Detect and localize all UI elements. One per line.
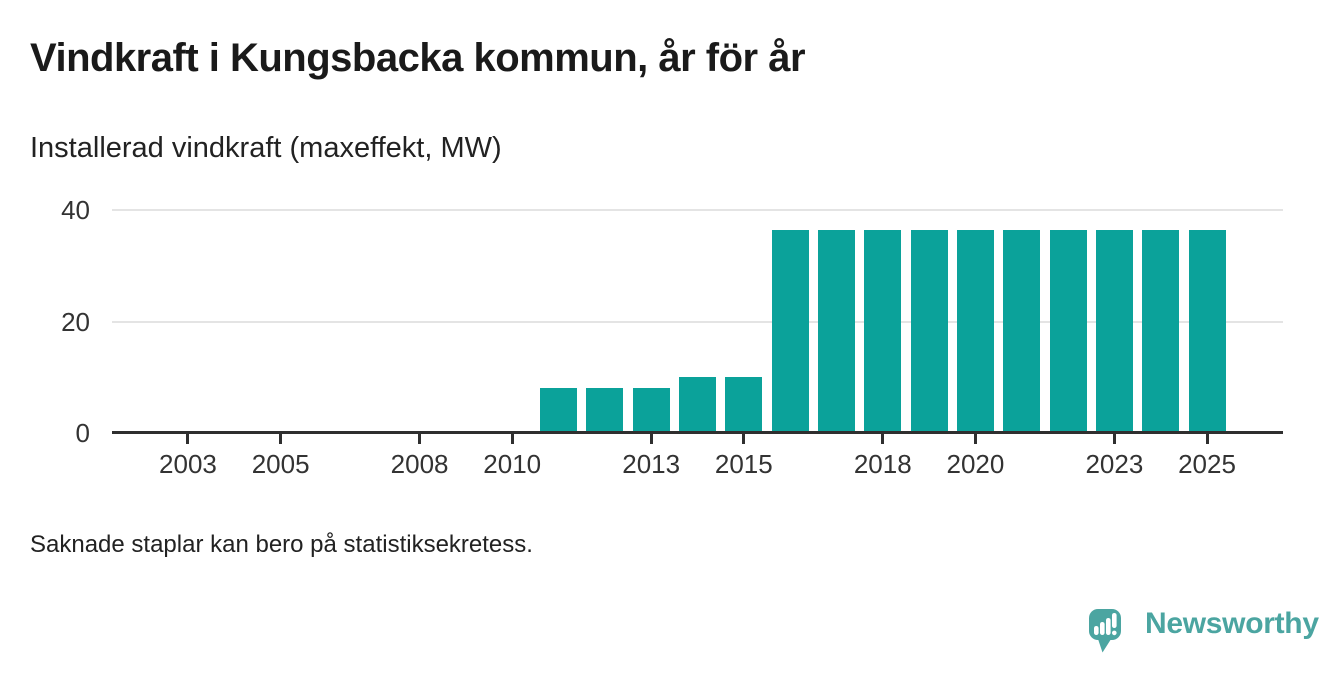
x-tick-2013: [649, 434, 653, 444]
bar-2021: [1003, 229, 1041, 433]
x-axis-label-2020: 2020: [946, 449, 1005, 479]
footnote: Saknade staplar kan bero på statistiksek…: [30, 531, 533, 558]
bar-2016: [771, 229, 809, 433]
bar-2022: [1049, 229, 1087, 433]
bar-2024: [1142, 229, 1180, 433]
x-axis-label-2025: 2025: [1178, 449, 1236, 479]
x-tick-2010: [510, 434, 514, 444]
bar-2018: [864, 229, 902, 433]
x-tick-2025: [1205, 434, 1209, 444]
brand-name: Newsworthy: [1145, 607, 1319, 640]
x-axis-line: [112, 431, 1283, 434]
gridline-40: [112, 209, 1283, 211]
x-tick-2005: [279, 434, 283, 444]
x-axis-label-2003: 2003: [159, 449, 217, 479]
x-axis-label-2015: 2015: [714, 449, 773, 479]
gridline-20: [112, 320, 1283, 323]
y-axis-label-40: 40: [61, 195, 90, 225]
x-tick-2020: [973, 434, 977, 444]
bar-2017: [817, 229, 855, 433]
y-axis-label-0: 0: [75, 418, 90, 448]
bar-2015: [725, 377, 763, 433]
bar-2019: [910, 229, 948, 433]
brand-lockup: Newsworthy: [1085, 602, 1319, 660]
bar-2023: [1095, 229, 1133, 433]
x-axis-label-2010: 2010: [483, 449, 542, 479]
x-tick-2018: [881, 434, 885, 444]
x-axis-label-2005: 2005: [251, 449, 310, 479]
x-tick-2023: [1112, 434, 1116, 444]
bar-2012: [586, 388, 624, 433]
x-tick-2008: [418, 434, 422, 444]
chart-title: Vindkraft i Kungsbacka kommun, år för år: [30, 36, 806, 80]
bar-2013: [632, 388, 670, 433]
x-tick-2015: [742, 434, 746, 444]
bar-2025: [1188, 229, 1226, 433]
x-axis-label-2013: 2013: [622, 449, 681, 479]
x-tick-2003: [186, 434, 190, 444]
chart-subtitle: Installerad vindkraft (maxeffekt, MW): [30, 132, 502, 164]
bar-2020: [956, 229, 994, 433]
x-axis-label-2018: 2018: [853, 449, 912, 479]
bar-2011: [540, 388, 578, 433]
newsworthy-logo-icon: [1089, 609, 1121, 653]
x-axis-label-2008: 2008: [390, 449, 449, 479]
y-axis-label-20: 20: [61, 306, 90, 337]
bar-2014: [679, 377, 716, 433]
x-axis-label-2023: 2023: [1085, 449, 1144, 479]
